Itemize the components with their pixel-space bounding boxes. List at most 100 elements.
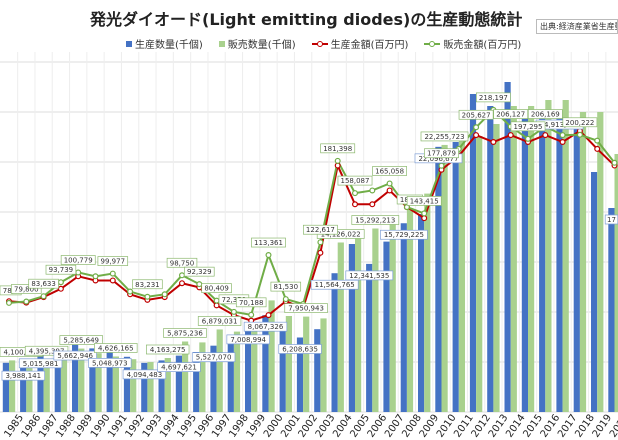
bar-sales-qty: [285, 316, 292, 412]
data-label-text: 5,875,236: [167, 329, 203, 337]
data-label-text: 6,879,031: [202, 317, 238, 325]
data-label-text: 100,779: [64, 256, 93, 264]
bar-production-qty: [435, 146, 442, 412]
data-label-box: [380, 229, 428, 240]
data-label-box: [28, 278, 59, 289]
data-label-text: 122,617: [306, 226, 335, 234]
bar-production-qty: [279, 325, 286, 412]
data-label-box: [122, 369, 167, 380]
bar-sales-qty: [303, 316, 310, 412]
data-label: 165,058: [372, 166, 407, 176]
data-label-text: 177,879: [427, 150, 456, 158]
bar-production-qty: [539, 118, 546, 412]
data-label-text: 5,048,973: [92, 359, 128, 367]
point-sales-value: [248, 311, 255, 318]
data-label-box: [493, 109, 529, 119]
bar-production-qty: [504, 82, 511, 412]
data-label: 4,163,275: [146, 344, 190, 355]
data-label: 83,231: [132, 279, 163, 290]
bar-sales-qty: [9, 360, 16, 412]
data-label-text: 17: [607, 216, 616, 224]
data-label: 8,067,326: [243, 321, 288, 332]
point-production-value: [334, 162, 341, 169]
data-label-box: [562, 117, 598, 128]
data-label: 205,627: [458, 109, 494, 120]
x-tick-label: 2020: [608, 413, 618, 440]
data-label-text: 5,285,649: [63, 337, 99, 345]
data-label: 113,361: [251, 237, 286, 248]
bar-production-qty: [227, 340, 234, 412]
bar-sales-qty: [562, 100, 569, 412]
bar-sales-qty: [78, 348, 85, 412]
bar-sales-qty: [233, 331, 241, 412]
point-production-value: [386, 187, 393, 194]
data-label-box: [226, 334, 270, 345]
legend-item-production-qty: 生産数量(千個): [126, 36, 203, 51]
data-label: 4,626,165: [94, 343, 138, 353]
data-label-text: 5,662,946: [57, 352, 93, 360]
point-sales-value: [57, 279, 64, 286]
bar-production-qty: [175, 355, 182, 412]
bar-sales-qty: [614, 154, 618, 412]
bar-production-qty: [400, 223, 407, 412]
point-production-value: [594, 145, 601, 152]
legend-item-sales-qty: 販売数量(千個): [218, 36, 296, 51]
data-label-box: [243, 321, 288, 332]
point-sales-value: [265, 252, 272, 259]
data-label: 218,197: [476, 92, 511, 103]
point-production-value: [473, 132, 480, 139]
point-sales-value: [282, 296, 289, 303]
bar-sales-qty: [251, 325, 258, 412]
legend-item-production-value: 生産金額(百万円): [311, 36, 408, 51]
point-production-value: [213, 302, 220, 309]
data-label-box: [527, 109, 563, 119]
bar-production-qty: [383, 241, 390, 412]
data-label: 181,398: [320, 143, 356, 154]
point-sales-value: [23, 298, 30, 305]
chart-title: 発光ダイオード(Light emitting diodes)の生産動態統計: [90, 10, 523, 29]
point-sales-value: [196, 281, 203, 288]
data-label-text: 24,913,231: [540, 121, 580, 129]
data-label-text: 14,126,022: [321, 230, 361, 238]
data-label-text: 205,627: [462, 111, 491, 119]
data-label-text: 158,087: [341, 177, 370, 185]
data-label: 12,341,535: [345, 270, 394, 281]
bar-production-qty: [262, 315, 269, 412]
bar-production-qty: [141, 362, 148, 412]
data-label-text: 8,067,326: [248, 323, 284, 331]
legend-item-sales-value: 販売金額(百万円): [424, 36, 521, 51]
point-sales-value: [109, 270, 116, 277]
bar-sales-qty: [441, 144, 448, 412]
bar-production-qty: [573, 124, 580, 412]
data-label-text: 78,8: [3, 287, 19, 295]
point-sales-value: [127, 288, 134, 295]
bar-production-qty: [608, 208, 615, 412]
data-label-box: [184, 266, 215, 277]
data-label-text: 4,626,165: [98, 344, 134, 352]
chart-legend: 生産数量(千個) 販売数量(千個) 生産金額(百万円) 販売金額(百万円): [126, 36, 521, 51]
data-label: 197,295: [510, 121, 546, 132]
data-label-text: 93,739: [49, 266, 74, 274]
data-label-text: 7,008,994: [230, 336, 266, 344]
data-label-text: 99,977: [101, 258, 126, 266]
point-production-value: [57, 285, 64, 292]
data-label-box: [53, 350, 97, 361]
data-label-text: 4,100,125: [4, 348, 40, 356]
data-label-box: [270, 281, 302, 292]
point-sales-value: [40, 293, 47, 300]
data-label: 206,169: [527, 109, 563, 119]
bar-sales-qty: [337, 242, 344, 412]
point-production-value: [559, 139, 566, 146]
data-label: 3,988,141: [1, 370, 46, 381]
bar-production-qty: [193, 352, 200, 412]
data-label-box: [146, 344, 190, 355]
point-sales-value: [179, 272, 186, 279]
point-sales-value: [576, 131, 583, 138]
data-label: 122,617: [303, 224, 338, 235]
bar-sales-qty: [389, 220, 396, 412]
data-label-text: 218,197: [479, 94, 508, 102]
bar-production-qty: [487, 106, 494, 412]
bar-production-qty: [54, 350, 61, 412]
point-production-value: [507, 132, 514, 139]
